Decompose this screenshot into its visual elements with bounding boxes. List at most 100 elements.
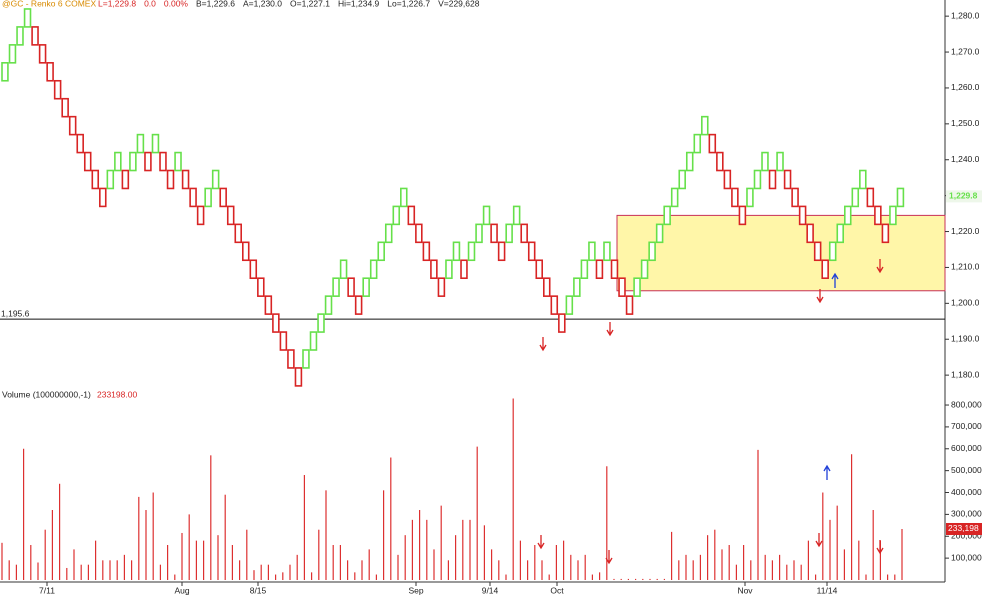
renko-brick xyxy=(889,205,897,226)
y-tick-label: 1,280.0 xyxy=(951,10,980,20)
renko-brick xyxy=(746,187,754,208)
renko-brick xyxy=(369,259,378,280)
renko-brick xyxy=(475,223,483,244)
renko-brick xyxy=(701,115,709,136)
renko-brick xyxy=(121,169,130,190)
renko-brick xyxy=(400,187,408,208)
renko-brick xyxy=(16,26,24,46)
renko-brick xyxy=(61,97,69,118)
y-tick-label: 600,000 xyxy=(951,443,982,453)
reference-label: 1,195.6 xyxy=(1,308,30,318)
renko-brick xyxy=(821,259,829,280)
renko-brick xyxy=(339,259,348,280)
renko-brick xyxy=(685,151,694,172)
symbol: @GC - Renko 6 COMEX xyxy=(2,0,96,8)
volume-last: 233198.00 xyxy=(97,389,137,399)
renko-brick xyxy=(174,151,182,172)
renko-brick xyxy=(859,169,867,190)
x-tick-label: Aug xyxy=(174,585,189,595)
zone xyxy=(616,214,946,292)
signal-arrows-up xyxy=(823,272,839,480)
renko-brick xyxy=(505,223,513,244)
renko-brick xyxy=(76,133,84,154)
renko-brick xyxy=(46,62,54,82)
renko-brick xyxy=(219,187,227,208)
header-item: L=1,229.8 xyxy=(98,0,136,8)
renko-brick xyxy=(648,241,656,262)
renko-brick xyxy=(196,205,205,226)
renko-brick xyxy=(53,79,62,100)
renko-brick xyxy=(279,331,288,351)
renko-brick xyxy=(828,241,837,262)
x-tick-label: Nov xyxy=(737,585,753,595)
y-tick-label: 1,270.0 xyxy=(951,46,980,56)
renko-brick xyxy=(151,133,160,154)
header-item: 0.00% xyxy=(164,0,189,8)
renko-brick xyxy=(791,187,799,208)
renko-brick xyxy=(851,187,860,208)
header-item: B=1,229.6 xyxy=(196,0,235,8)
renko-brick xyxy=(640,259,649,280)
y-tick-label: 500,000 xyxy=(951,465,982,475)
renko-brick xyxy=(249,259,258,280)
renko-brick xyxy=(1,62,9,82)
renko-brick xyxy=(234,223,242,244)
x-tick-label: 11/14 xyxy=(817,585,838,595)
renko-brick xyxy=(595,259,604,280)
renko-brick xyxy=(693,133,702,154)
renko-brick xyxy=(558,313,566,333)
renko-brick xyxy=(573,277,581,297)
y-tick-label: 800,000 xyxy=(951,399,982,409)
renko-brick xyxy=(663,205,671,226)
header-item: O=1,227.1 xyxy=(290,0,330,8)
renko-brick xyxy=(836,223,845,244)
renko-brick xyxy=(843,205,852,226)
renko-brick xyxy=(776,151,784,172)
renko-brick xyxy=(708,133,717,154)
header-item: V=229,628 xyxy=(438,0,480,8)
signal-arrows xyxy=(537,259,884,565)
renko-brick xyxy=(31,26,39,46)
renko-brick xyxy=(806,223,814,244)
renko-brick xyxy=(723,169,732,190)
renko-brick xyxy=(332,277,340,297)
renko-brick xyxy=(181,169,190,190)
renko-brick xyxy=(520,223,528,244)
renko-brick xyxy=(272,313,280,333)
renko-brick xyxy=(580,259,589,280)
renko-brick xyxy=(226,205,235,226)
renko-brick xyxy=(257,277,265,297)
renko-brick xyxy=(422,241,431,262)
renko-brick xyxy=(512,205,521,226)
y-tick-label: 1,250.0 xyxy=(951,118,980,128)
renko-brick xyxy=(535,259,544,280)
renko-brick xyxy=(768,169,777,190)
renko-brick xyxy=(347,277,355,297)
y-tick-label: 1,260.0 xyxy=(951,82,980,92)
y-tick-label: 100,000 xyxy=(951,552,982,562)
renko-brick xyxy=(565,295,574,315)
price-tag-bg xyxy=(946,190,982,203)
y-tick-label: 300,000 xyxy=(951,509,982,519)
header-item: Hi=1,234.9 xyxy=(338,0,380,8)
renko-brick xyxy=(38,44,47,64)
renko-brick xyxy=(603,241,611,262)
renko-brick xyxy=(542,277,551,297)
y-tick-label: 1,220.0 xyxy=(951,226,980,236)
renko-brick xyxy=(106,169,115,190)
renko-brick xyxy=(813,241,822,262)
renko-brick xyxy=(445,259,453,280)
renko-brick xyxy=(392,205,401,226)
x-tick-label: 9/14 xyxy=(482,585,499,595)
y-tick-label: 200,000 xyxy=(951,531,982,541)
renko-brick xyxy=(287,349,295,369)
renko-brick xyxy=(242,241,250,262)
renko-brick xyxy=(384,223,393,244)
volume-tag: 233,198 xyxy=(948,523,979,533)
renko-brick xyxy=(467,241,476,262)
renko-brick xyxy=(430,259,438,280)
renko-brick xyxy=(497,241,506,262)
renko-brick xyxy=(264,295,273,315)
